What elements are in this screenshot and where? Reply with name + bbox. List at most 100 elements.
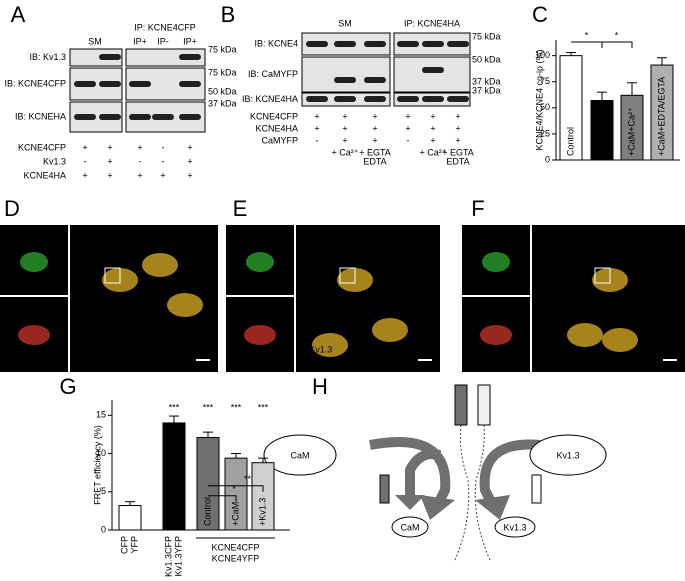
category-label: +Kv1.3 (596, 128, 606, 156)
bound-label: Kv1.3 (503, 522, 526, 532)
band (179, 54, 201, 60)
band (364, 96, 386, 102)
band (334, 41, 356, 47)
blot-strip (69, 48, 123, 67)
lane-label: IP+ (133, 36, 147, 46)
group-label: KCNE4CFP (211, 542, 259, 552)
condition-label: Control (78, 344, 107, 354)
significance-label: *** (231, 402, 242, 412)
category-label: +Kv1.3 (257, 498, 267, 526)
band (99, 54, 121, 60)
band (99, 81, 121, 87)
sign: + (342, 123, 347, 133)
treatment-label: + Ca²⁺ (419, 147, 446, 157)
y-tick-label: 15 (96, 410, 106, 420)
blot-label: IB: KCNEHA (15, 111, 66, 121)
significance-bracket (571, 41, 603, 48)
diagram-shapes (263, 384, 607, 561)
bar (559, 55, 583, 161)
cell (602, 328, 638, 352)
y-tick-label: 5 (101, 486, 106, 496)
merge-label: merge post-bleach (139, 227, 214, 237)
row-label: Kv1.3 (43, 156, 66, 166)
band (74, 81, 96, 87)
cell (167, 293, 203, 317)
cell (312, 333, 348, 357)
band (306, 41, 328, 47)
sign: - (84, 156, 87, 166)
condition-label: +CaM (632, 324, 656, 334)
treatment-label: + EGTA (442, 147, 474, 157)
y-tick-label: 75 (540, 76, 550, 86)
group-label: SM (338, 18, 352, 28)
band (422, 41, 444, 47)
channel-label: KCNE4YFP (465, 299, 513, 309)
sign: + (430, 123, 435, 133)
blot-label: IB: Kv1.3 (29, 52, 66, 62)
significance-label: ** (244, 474, 252, 484)
category-label: Control (565, 127, 575, 156)
category-label: YFP (129, 536, 139, 554)
sign: + (405, 111, 410, 121)
sign: + (160, 170, 165, 180)
blot-label: IB: CaMYFP (248, 69, 298, 79)
merge-label: merge post-bleach (361, 227, 436, 237)
sign: + (372, 123, 377, 133)
cell (142, 253, 178, 277)
lane-label: IP- (157, 36, 169, 46)
partner-label: CaM (290, 450, 309, 460)
band (447, 41, 469, 47)
sign: + (187, 142, 192, 152)
bound-label: CaM (400, 522, 419, 532)
cell (18, 325, 50, 345)
panel-letter: D (4, 196, 20, 221)
bound-oval (494, 516, 536, 538)
merge-image (532, 225, 685, 372)
group-label: IP: KCNE4CFP (134, 22, 196, 32)
band (397, 41, 419, 47)
sign: + (455, 111, 460, 121)
sign: + (107, 142, 112, 152)
significance-label: * (615, 30, 619, 40)
group-label: KCNE4YFP (212, 553, 260, 563)
sign: - (162, 156, 165, 166)
bar (196, 436, 220, 531)
partner-oval (263, 434, 337, 476)
band (152, 114, 174, 120)
sign: + (187, 156, 192, 166)
cell (20, 252, 48, 272)
y-tick-label: 25 (540, 128, 550, 138)
band (129, 81, 151, 87)
bar (620, 94, 644, 161)
marker-label: 37 kDa (208, 98, 237, 108)
arrow-head (420, 495, 455, 520)
sign: + (314, 123, 319, 133)
significance-label: *** (169, 402, 180, 412)
cell (480, 325, 512, 345)
sign: + (82, 142, 87, 152)
sign: + (187, 170, 192, 180)
category-label: Kv1.3CFP (163, 536, 173, 577)
row-label: KCNE4HA (255, 123, 298, 133)
sign: + (372, 111, 377, 121)
category-label: CFP (119, 536, 129, 554)
band (179, 114, 201, 120)
treatment-label: + EGTA (359, 147, 391, 157)
sign: - (162, 142, 165, 152)
arrow-body (369, 437, 451, 503)
helix (454, 384, 468, 426)
significance-bracket (208, 495, 237, 502)
y-tick-label: 0 (101, 524, 106, 534)
category-label: +CaM (230, 502, 240, 526)
band (74, 114, 96, 120)
lane-label: IP+ (183, 36, 197, 46)
cell (246, 252, 274, 272)
channel-label: KCNE4CFP (465, 227, 513, 237)
panel-letter: A (11, 2, 26, 27)
panel-letter: C (532, 2, 548, 27)
band (422, 96, 444, 102)
sign: + (342, 135, 347, 145)
cell (567, 323, 603, 347)
sign: + (82, 170, 87, 180)
